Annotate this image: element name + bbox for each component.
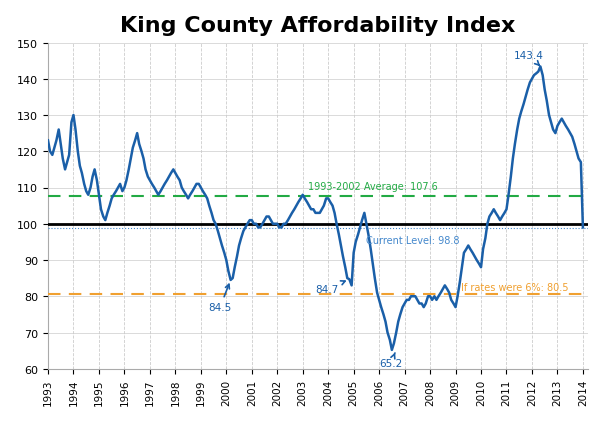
Text: 84.7: 84.7 [316, 281, 345, 294]
Text: 1993-2002 Average: 107.6: 1993-2002 Average: 107.6 [308, 182, 437, 192]
Title: King County Affordability Index: King County Affordability Index [121, 16, 515, 36]
Text: 65.2: 65.2 [379, 353, 403, 368]
Text: If rates were 6%: 80.5: If rates were 6%: 80.5 [461, 282, 568, 292]
Text: 84.5: 84.5 [208, 285, 232, 312]
Text: 143.4: 143.4 [514, 51, 544, 66]
Text: Current Level: 98.8: Current Level: 98.8 [367, 235, 460, 245]
